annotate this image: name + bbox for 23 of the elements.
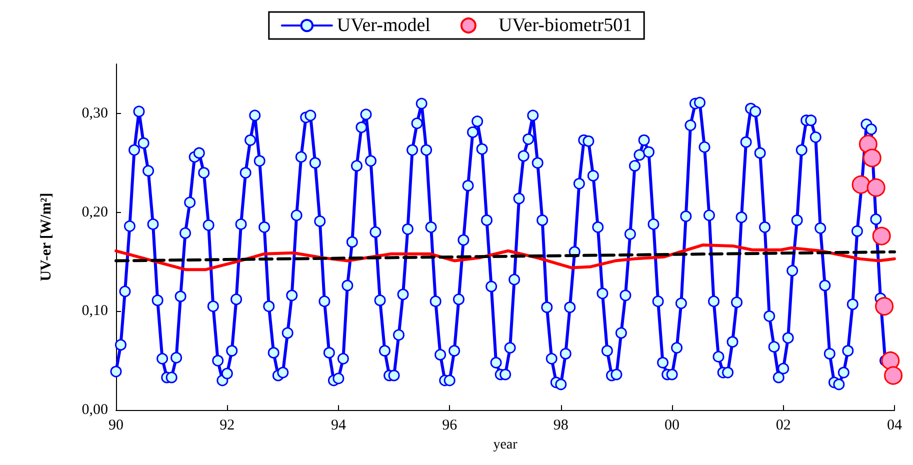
x-tick-label: 96: [442, 418, 458, 434]
y-tick-label: 0,20: [82, 204, 108, 220]
point: [852, 175, 870, 194]
point: [881, 351, 900, 370]
legend-label: UVer-model: [336, 15, 430, 36]
point: [875, 297, 894, 316]
point: [862, 148, 882, 168]
x-tick-label: 98: [553, 418, 568, 434]
x-tick-label: 00: [664, 418, 680, 434]
y-tick-label: 0,30: [82, 105, 108, 122]
x-tick-label: 90: [108, 418, 124, 434]
y-tick-label: 0,00: [82, 402, 108, 418]
y-axis-title: UV-er [W/m²]: [38, 192, 54, 282]
x-tick-label: 92: [220, 418, 235, 434]
point: [872, 226, 891, 246]
point: [866, 178, 886, 197]
x-tick-label: 02: [776, 418, 791, 434]
x-tick-label: 04: [887, 418, 902, 434]
x-tick-label: 94: [330, 418, 346, 434]
point: [884, 366, 903, 385]
y-tick-label: 0,10: [82, 303, 108, 320]
legend-label: UVer-biometr501: [498, 15, 632, 36]
x-axis-title: year: [493, 438, 518, 452]
